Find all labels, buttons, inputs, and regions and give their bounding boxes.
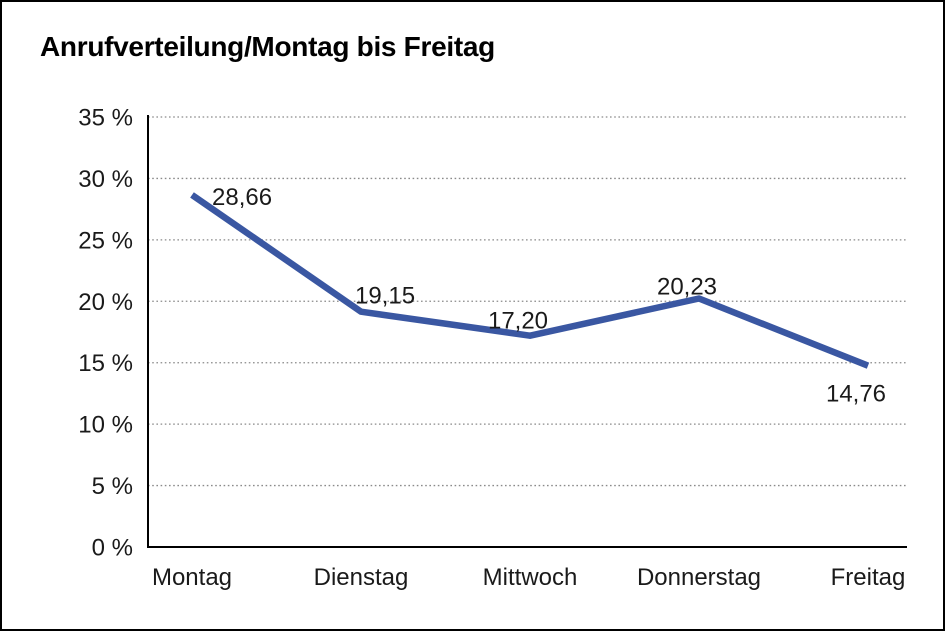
y-tick-label: 25 % [78, 227, 133, 254]
x-category-label: Freitag [831, 564, 906, 591]
y-tick-label: 35 % [78, 105, 133, 132]
data-label: 19,15 [355, 283, 415, 310]
x-category-label: Donnerstag [637, 564, 761, 591]
data-label: 20,23 [657, 273, 717, 300]
data-label: 28,66 [212, 184, 272, 211]
data-label: 14,76 [826, 381, 886, 408]
series-line [190, 192, 870, 369]
x-category-label: Mittwoch [483, 564, 578, 591]
y-tick-label: 10 % [78, 412, 133, 439]
y-tick-label: 20 % [78, 289, 133, 316]
x-category-label: Dienstag [314, 564, 409, 591]
chart-title: Anrufverteilung/Montag bis Freitag [40, 31, 495, 62]
y-tick-label: 30 % [78, 166, 133, 193]
y-tick-label: 5 % [92, 473, 133, 500]
data-label: 17,20 [488, 308, 548, 335]
y-tick-label: 0 % [92, 535, 133, 562]
x-category-label: Montag [152, 564, 232, 591]
y-tick-label: 15 % [78, 350, 133, 377]
